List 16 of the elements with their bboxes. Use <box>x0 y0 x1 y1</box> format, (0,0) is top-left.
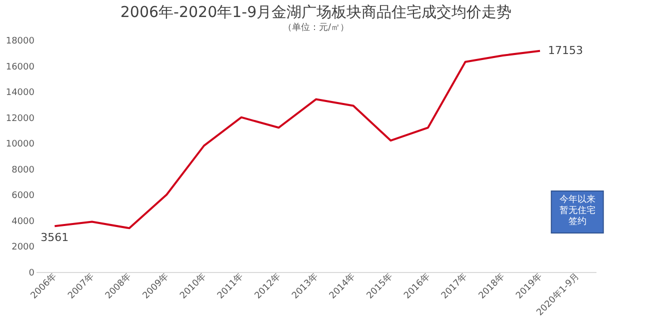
annotation: 今年以来暂无住宅签约 <box>559 194 596 227</box>
y-tick-label: 8000 <box>12 165 35 176</box>
y-tick-label: 10000 <box>6 140 35 150</box>
y-tick-label: 2000 <box>12 242 35 253</box>
chart-subtitle: （单位：元/㎡） <box>282 22 350 33</box>
data-label: 3561 <box>40 231 69 244</box>
data-label: 17153 <box>548 44 583 57</box>
y-tick-label: 18000 <box>6 36 35 46</box>
y-tick-label: 16000 <box>6 62 35 72</box>
y-tick-label: 12000 <box>6 114 35 124</box>
y-tick-label: 0 <box>28 268 35 278</box>
y-tick-label: 6000 <box>12 191 35 202</box>
chart-title: 2006年-2020年1-9月金湖广场板块商品住宅成交均价走势 <box>120 3 512 21</box>
y-tick-label: 4000 <box>12 216 35 227</box>
line-series <box>54 50 541 230</box>
y-tick-label: 14000 <box>6 88 35 98</box>
